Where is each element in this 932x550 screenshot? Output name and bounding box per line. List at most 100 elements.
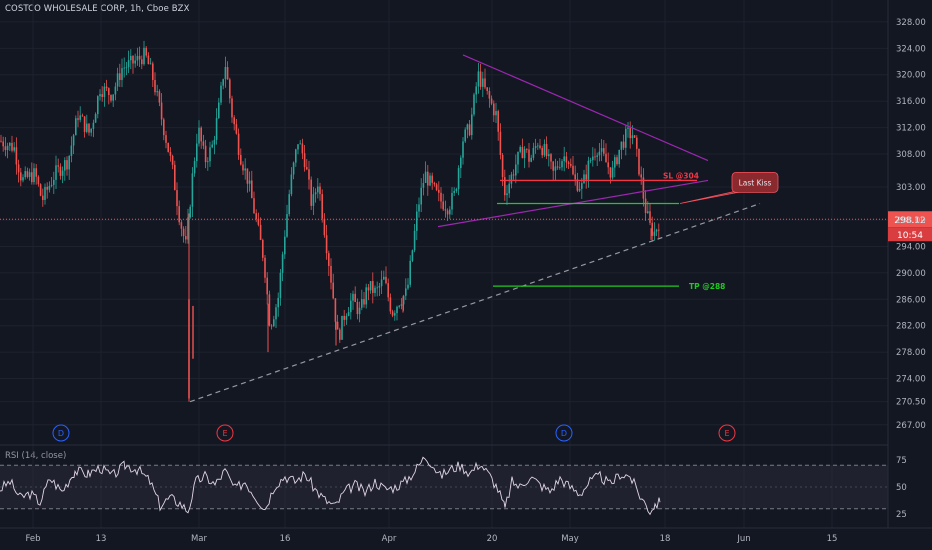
rsi-indicator-label[interactable]: RSI (14, close) [5, 451, 67, 461]
candle-body [90, 128, 92, 133]
candle-body [416, 211, 418, 231]
candle-body [83, 116, 86, 132]
dividend-marker-label: D [561, 429, 567, 438]
level-label: SL @304 [663, 171, 699, 180]
candle-body [543, 144, 546, 156]
candle-body [134, 60, 136, 64]
candle-body [550, 154, 552, 162]
candle-body [209, 147, 211, 162]
candle-body [451, 192, 453, 210]
candle-body [627, 127, 629, 129]
candle-body [66, 160, 68, 170]
candle-body [242, 164, 244, 171]
y-tick-label: 282.00 [896, 322, 926, 332]
candle-body [101, 94, 103, 97]
countdown-tag [888, 227, 932, 242]
candle-body [515, 164, 517, 176]
candle-body [251, 180, 253, 199]
candle-body [554, 166, 557, 171]
earnings-marker[interactable] [718, 424, 736, 442]
y-tick-label: 290.00 [896, 269, 926, 279]
candle-body [449, 209, 451, 215]
candle-body [528, 149, 530, 162]
candle-body [545, 144, 548, 157]
candle-body [180, 222, 183, 229]
candle-body [490, 98, 493, 104]
candle-body [350, 300, 352, 313]
candle-body [248, 180, 251, 184]
candle-body [345, 315, 348, 320]
candle-body [317, 186, 319, 193]
candle-body [174, 164, 176, 191]
candle-body [413, 230, 416, 251]
candle-body [154, 80, 156, 93]
candle-body [405, 288, 407, 296]
y-tick-label: 316.00 [896, 97, 926, 107]
candle-body [273, 319, 275, 327]
candle-body [9, 142, 11, 146]
dividend-marker[interactable] [555, 424, 573, 442]
candle-body [301, 143, 304, 154]
candle-body [262, 239, 264, 258]
candle-body [495, 111, 497, 116]
candle-body [138, 55, 141, 60]
candle-body [389, 297, 392, 312]
candle-body [268, 294, 271, 326]
candle-body [0, 140, 2, 142]
candle-body [130, 55, 132, 61]
candle-body [334, 298, 337, 322]
candle-body [644, 198, 647, 214]
candle-body [655, 229, 658, 232]
candle-body [372, 281, 374, 293]
candle-body [33, 168, 35, 183]
candle-body [592, 156, 594, 161]
x-tick-label: Mar [191, 534, 208, 544]
candle-body [61, 170, 64, 176]
candle-body [15, 147, 18, 165]
candle-body [539, 145, 541, 148]
candle-body [308, 169, 310, 180]
rsi-y-tick-label: 50 [896, 483, 907, 493]
candle-body [191, 173, 194, 207]
candle-body [534, 146, 537, 148]
candle-body [143, 47, 145, 65]
earnings-marker[interactable] [216, 424, 234, 442]
candle-body [431, 175, 433, 183]
candle-body [484, 78, 486, 88]
candle-body [367, 287, 370, 291]
candle-body [559, 167, 561, 169]
candle-body [640, 174, 642, 178]
candle-body [361, 299, 363, 308]
candle-body [123, 67, 125, 69]
candle-body [339, 329, 341, 340]
x-tick-label: 15 [827, 534, 838, 544]
callout-box[interactable] [731, 171, 779, 193]
candle-body [378, 286, 381, 288]
candle-body [70, 145, 73, 156]
candle-body [92, 122, 95, 129]
candle-body [649, 211, 651, 223]
candle-body [145, 47, 147, 56]
candle-body [475, 86, 477, 95]
candle-body [222, 79, 224, 86]
candle-body [567, 162, 570, 165]
support-trendline[interactable] [189, 202, 761, 403]
candle-body [235, 124, 238, 134]
dividend-marker[interactable] [52, 424, 70, 442]
candle-body [433, 182, 436, 185]
triangle-trendline[interactable] [462, 54, 709, 162]
candle-body [651, 222, 653, 236]
candle-body [160, 102, 163, 120]
candle-body [259, 224, 262, 240]
candle-body [125, 67, 128, 69]
candle-body [77, 118, 79, 120]
candle-body [48, 185, 51, 190]
candle-body [299, 143, 301, 145]
candle-body [220, 85, 222, 103]
candle-body [119, 73, 121, 80]
candle-body [598, 151, 601, 156]
candle-body [328, 253, 330, 266]
candle-body [398, 305, 400, 307]
candle-body [288, 194, 290, 215]
